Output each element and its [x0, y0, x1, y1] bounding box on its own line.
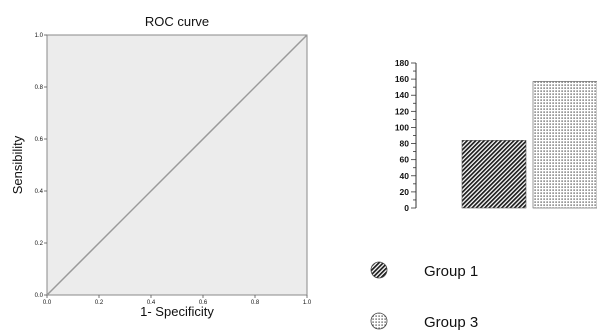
legend-label-group-3: Group 3 [424, 314, 478, 331]
roc-x-tick-label-0: 0.0 [43, 300, 52, 306]
bar-y-tick-label-4: 80 [400, 139, 410, 149]
bar-y-tick-label-9: 180 [395, 58, 409, 68]
legend-item-group-1: Group 1 [370, 261, 478, 280]
roc-x-tick-label-2: 0.4 [147, 300, 156, 306]
legend-label-group-1: Group 1 [424, 263, 478, 280]
roc-x-tick-label-4: 0.8 [251, 300, 260, 306]
roc-y-tick-label-3: 0.6 [35, 137, 44, 143]
bar-series [461, 81, 597, 209]
roc-y-tick-label-2: 0.4 [35, 189, 44, 195]
bar-y-tick-label-6: 120 [395, 106, 409, 116]
bar-legend: Group 1 Group 3 [370, 261, 478, 331]
hatched-circle-icon [371, 262, 387, 278]
roc-y-tick-label-1: 0.2 [35, 241, 44, 247]
bar-y-tick-label-8: 160 [395, 74, 409, 84]
roc-x-tick-label-1: 0.2 [95, 300, 104, 306]
roc-chart-title: ROC curve [145, 14, 209, 29]
roc-y-tick-label-4: 0.8 [35, 85, 44, 91]
bar-y-tick-label-1: 20 [400, 187, 410, 197]
bar-y-tick-label-3: 60 [400, 155, 410, 165]
bar-y-tick-label-5: 100 [395, 122, 409, 132]
bar-chart: 0 20 40 60 80 100 120 140 160 180 [395, 58, 597, 213]
roc-series [46, 34, 308, 296]
roc-x-axis-label: 1- Specificity [140, 304, 214, 319]
roc-y-axis: 0.0 0.2 0.4 0.6 0.8 1.0 [35, 33, 47, 299]
roc-x-tick-label-5: 1.0 [303, 300, 312, 306]
legend-item-group-3: Group 3 [370, 312, 478, 331]
roc-x-tick-label-3: 0.6 [199, 300, 208, 306]
roc-chart: ROC curve 0.0 0.2 0.4 0.6 0.8 1.0 0.00.20.40.… [10, 14, 312, 319]
bar-group-3 [532, 81, 597, 209]
roc-series-line-0 [46, 34, 308, 296]
roc-x-axis: 0.0 0.2 0.4 0.6 0.8 1.0 [43, 295, 312, 306]
bar-y-tick-label-0: 0 [404, 203, 409, 213]
dotted-circle-icon [371, 313, 387, 329]
roc-y-tick-label-0: 0.0 [35, 293, 44, 299]
bar-y-tick-label-2: 40 [400, 171, 410, 181]
roc-y-axis-label: Sensibility [10, 135, 25, 194]
bar-y-axis: 0 20 40 60 80 100 120 140 160 180 [395, 58, 416, 213]
roc-y-tick-label-5: 1.0 [35, 33, 44, 39]
bar-group-1 [461, 140, 527, 209]
bar-y-tick-label-7: 140 [395, 90, 409, 100]
